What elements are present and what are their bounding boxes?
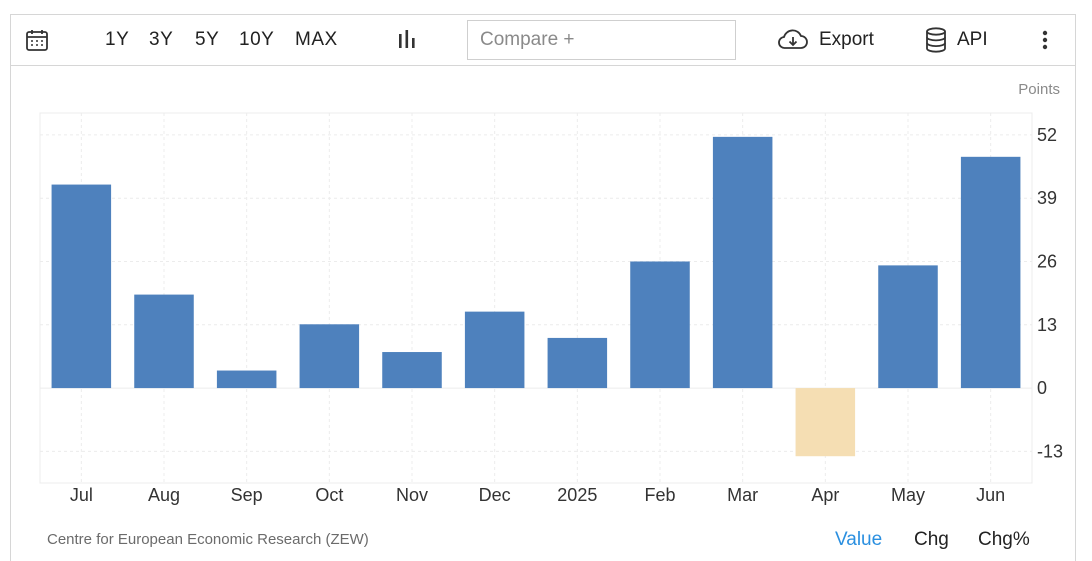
bar-2025[interactable] xyxy=(547,337,608,389)
range-3y-button[interactable]: 3Y xyxy=(149,29,174,50)
x-tick-label: 2025 xyxy=(557,485,597,505)
x-tick-label: Jun xyxy=(976,485,1005,505)
y-tick-label: 0 xyxy=(1037,378,1047,398)
data-source: Centre for European Economic Research (Z… xyxy=(47,531,369,548)
x-tick-label: Oct xyxy=(315,485,343,505)
plot-area xyxy=(39,112,1033,484)
view-chg-tab[interactable]: Chg xyxy=(914,529,949,550)
y-tick-label: 52 xyxy=(1037,125,1057,145)
view-value-tab[interactable]: Value xyxy=(835,529,883,550)
x-tick-label: Nov xyxy=(396,485,428,505)
y-tick-label: 13 xyxy=(1037,315,1057,335)
database-icon xyxy=(926,27,946,53)
y-axis-unit-label: Points xyxy=(1018,81,1060,98)
y-axis-labels: 52 39 26 13 0 -13 xyxy=(1037,125,1063,461)
x-axis-labels: Jul Aug Sep Oct Nov Dec 2025 Feb Mar Apr May Jun xyxy=(70,485,1005,505)
x-tick-label: Dec xyxy=(479,485,511,505)
range-1y-button[interactable]: 1Y xyxy=(105,29,130,50)
chart-toolbar: 1Y 3Y 5Y 10Y MAX Export API xyxy=(10,14,1076,66)
bar-mar[interactable] xyxy=(712,136,773,389)
bar-oct[interactable] xyxy=(299,324,360,389)
range-max-button[interactable]: MAX xyxy=(295,29,338,50)
bar-chart-icon[interactable] xyxy=(396,15,418,65)
range-10y-button[interactable]: 10Y xyxy=(239,29,275,50)
more-vertical-icon[interactable] xyxy=(1041,15,1049,65)
bar-sep[interactable] xyxy=(216,370,277,389)
view-chg-pct-tab[interactable]: Chg% xyxy=(978,529,1030,550)
x-tick-label: May xyxy=(891,485,925,505)
calendar-icon[interactable] xyxy=(25,15,49,65)
bar-apr[interactable] xyxy=(795,388,856,457)
export-button[interactable]: Export xyxy=(777,15,874,65)
bar-nov[interactable] xyxy=(382,352,442,389)
range-5y-button[interactable]: 5Y xyxy=(195,29,220,50)
x-tick-label: Apr xyxy=(811,485,839,505)
bar-aug[interactable] xyxy=(134,294,194,389)
chart-bars xyxy=(51,136,1021,457)
bar-may[interactable] xyxy=(878,265,938,389)
api-button[interactable]: API xyxy=(925,15,988,65)
x-tick-label: Sep xyxy=(231,485,263,505)
bar-dec[interactable] xyxy=(464,311,525,389)
y-tick-label: 26 xyxy=(1037,251,1057,271)
compare-input[interactable] xyxy=(467,20,736,60)
cloud-download-icon xyxy=(778,29,808,49)
bar-jun[interactable] xyxy=(960,156,1021,389)
x-tick-label: Jul xyxy=(70,485,93,505)
bar-jul[interactable] xyxy=(51,184,112,389)
x-tick-label: Feb xyxy=(644,485,675,505)
api-label: API xyxy=(957,29,988,50)
x-tick-label: Aug xyxy=(148,485,180,505)
x-tick-label: Mar xyxy=(727,485,758,505)
y-tick-label: 39 xyxy=(1037,188,1057,208)
bar-feb[interactable] xyxy=(630,261,690,389)
y-tick-label: -13 xyxy=(1037,441,1063,461)
export-label: Export xyxy=(819,29,874,50)
